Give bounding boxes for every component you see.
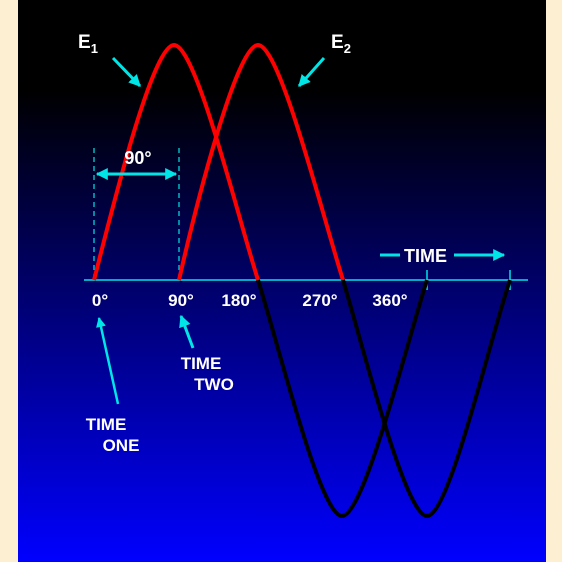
tick-label-270: 270°	[302, 291, 337, 310]
phase-diagram: E1 E2 90° TIME 0° 90° 180° 270° 360° TIM…	[18, 0, 546, 562]
e1-pointer-arrow	[111, 56, 142, 88]
e1-positive-half	[92, 43, 260, 281]
time-axis-label: TIME	[404, 246, 447, 266]
tick-label-180: 180°	[221, 291, 256, 310]
diagram-frame: E1 E2 90° TIME 0° 90° 180° 270° 360° TIM…	[18, 0, 546, 562]
time-one-label-line2: ONE	[103, 436, 140, 455]
e2-pointer-arrow	[297, 57, 326, 87]
time-one-arrow	[96, 317, 120, 405]
time-two-label-line2: TWO	[194, 375, 234, 394]
time-two-label-line1: TIME	[181, 354, 222, 373]
e2-negative-half	[341, 279, 512, 518]
tick-label-360: 360°	[372, 291, 407, 310]
e1-negative-half	[256, 279, 429, 518]
e2-label: E2	[331, 32, 351, 56]
diagram-background	[18, 0, 546, 562]
time-one-label-line1: TIME	[86, 415, 127, 434]
phase-angle-label: 90°	[124, 148, 151, 168]
time-two-arrow	[179, 314, 195, 349]
e2-positive-half	[177, 43, 345, 281]
e1-label: E1	[78, 32, 98, 56]
tick-label-90: 90°	[168, 291, 194, 310]
tick-label-0: 0°	[92, 291, 108, 310]
